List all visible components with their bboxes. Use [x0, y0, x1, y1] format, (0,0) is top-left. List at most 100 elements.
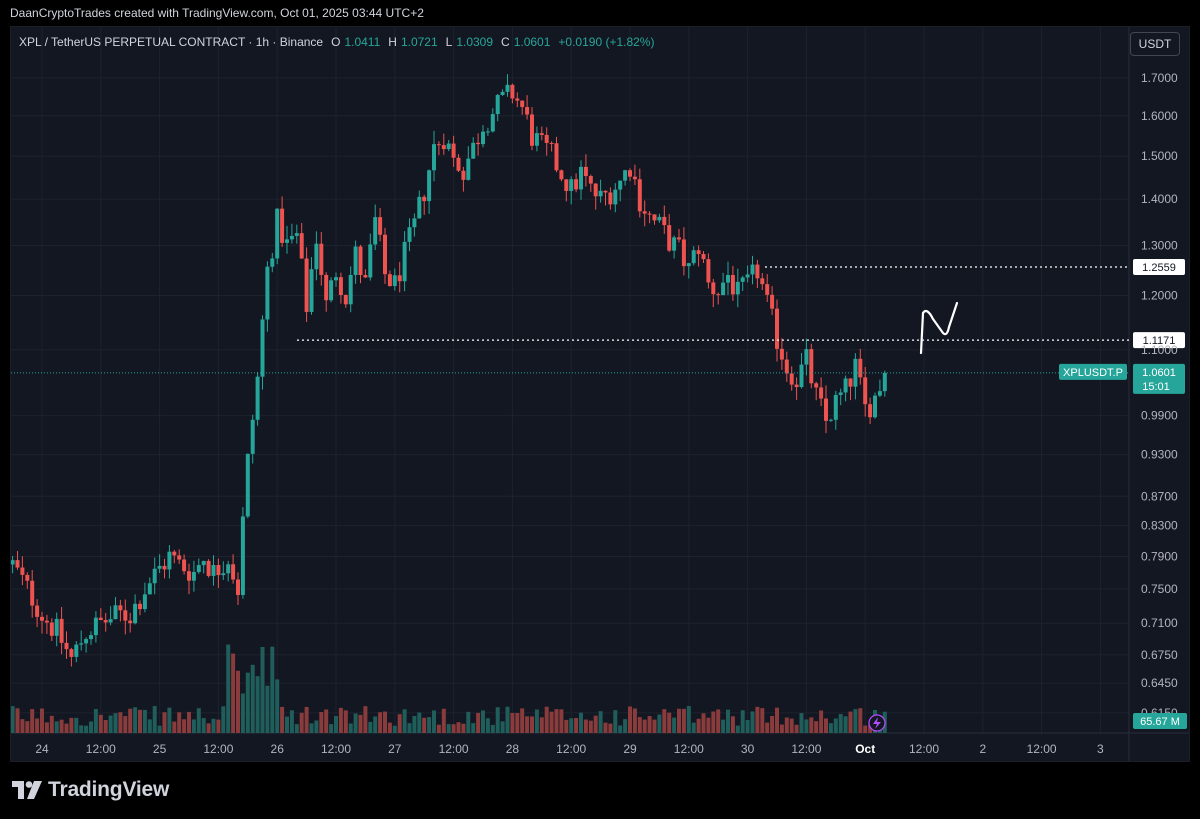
candle-body	[108, 619, 113, 623]
candle-body	[672, 237, 677, 251]
tradingview-logo[interactable]: TradingView	[12, 778, 169, 802]
y-tick-label: 0.8300	[1141, 519, 1178, 533]
volume-bar	[505, 706, 510, 733]
volume-bar	[804, 719, 809, 733]
candle-body	[221, 573, 226, 576]
candle-body	[397, 275, 402, 282]
volume-label: 65.67 M	[1140, 716, 1180, 728]
symbol-tag	[1059, 363, 1127, 380]
candle-body	[505, 84, 510, 92]
candle-body	[745, 274, 750, 278]
candle-body	[726, 275, 730, 283]
candle-body	[432, 144, 436, 171]
volume-bar	[133, 707, 138, 733]
candle-body	[848, 378, 853, 387]
y-tick-label: 0.7100	[1141, 616, 1178, 630]
candle-body	[873, 395, 877, 418]
volume-bar	[108, 715, 113, 733]
candle-body	[681, 239, 686, 267]
volume-bar	[334, 716, 338, 733]
volume-bar	[574, 717, 579, 733]
candle-body	[451, 143, 456, 158]
volume-bar	[182, 719, 187, 733]
volume-bar	[623, 719, 628, 733]
x-tick-label: 28	[506, 742, 520, 756]
x-tick-label: 30	[741, 742, 755, 756]
candle-body	[853, 358, 858, 387]
volume-bar	[745, 720, 750, 733]
candle-body	[373, 217, 378, 245]
candle-body	[632, 176, 637, 180]
volume-bar	[280, 706, 285, 733]
candle-body	[113, 605, 118, 620]
volume-bar	[69, 717, 74, 733]
volume-bar	[637, 717, 642, 733]
candle-body	[417, 196, 422, 219]
volume-bar	[20, 719, 25, 733]
volume-bar	[123, 716, 128, 733]
volume-bar	[647, 716, 652, 733]
candle-body	[11, 560, 15, 565]
volume-bar	[358, 714, 363, 733]
chart-pane[interactable]: 1.2559 1.1171 1.7000 1.6000 1.5000 1.4000 1.30…	[10, 26, 1190, 762]
candle-body	[882, 372, 887, 392]
volume-bar	[142, 709, 147, 733]
candle-body	[740, 277, 745, 282]
volume-bar	[177, 712, 182, 733]
candle-body	[436, 144, 441, 146]
volume-bar	[779, 724, 784, 733]
volume-bar	[686, 706, 691, 733]
volume-bar	[485, 718, 490, 733]
candle-body	[642, 211, 647, 214]
volume-bar	[226, 644, 231, 733]
volume-bar	[843, 716, 848, 733]
volume-bar	[598, 711, 603, 733]
low-value: 1.0309	[456, 35, 494, 49]
candle-body	[662, 216, 667, 226]
volume-bar	[868, 725, 873, 733]
candle-body	[696, 250, 701, 255]
x-tick-label: 12:00	[203, 742, 233, 756]
candle-body	[863, 377, 868, 405]
candle-body	[789, 373, 794, 385]
symbol-description[interactable]: XPL / TetherUS PERPETUAL CONTRACT · 1h ·…	[19, 35, 324, 49]
x-tick-label: 12:00	[321, 742, 351, 756]
volume-bar	[172, 721, 177, 733]
candle-body	[329, 280, 334, 301]
price-line-tag-label: 1.2559	[1142, 262, 1176, 274]
volume-bar	[152, 706, 157, 733]
currency-button[interactable]: USDT	[1130, 32, 1180, 56]
volume-bar	[481, 710, 485, 733]
volume-bar	[490, 724, 495, 733]
volume-bar	[329, 724, 334, 733]
candle-body	[93, 617, 98, 636]
candle-body	[544, 134, 549, 143]
volume-bar	[495, 707, 500, 733]
volume-bar	[515, 712, 520, 733]
volume-bar	[138, 709, 142, 733]
volume-bar	[353, 713, 358, 733]
candle-body	[240, 516, 245, 595]
volume-bar	[118, 712, 123, 733]
candle-body	[167, 551, 172, 570]
volume-bar	[588, 720, 593, 733]
volume-bar	[775, 707, 779, 733]
volume-bar	[113, 713, 118, 733]
volume-bar	[819, 710, 824, 733]
volume-bar	[231, 653, 236, 733]
candle-body	[353, 246, 358, 276]
candle-body	[534, 133, 539, 146]
volume-bar	[500, 721, 505, 733]
volume-bar	[59, 719, 64, 733]
candle-body	[579, 166, 583, 190]
high-value: 1.0721	[400, 35, 438, 49]
y-tick-label: 1.3000	[1141, 238, 1178, 252]
x-tick-label: 24	[35, 742, 49, 756]
volume-bar	[833, 718, 838, 733]
candle-body	[103, 620, 108, 623]
candlestick-chart[interactable]: 1.2559 1.1171 1.7000 1.6000 1.5000 1.4000 1.30…	[11, 27, 1189, 761]
candle-body	[691, 250, 696, 264]
volume-bar	[853, 709, 858, 733]
candle-body	[701, 254, 706, 260]
volume-bar	[681, 708, 686, 733]
